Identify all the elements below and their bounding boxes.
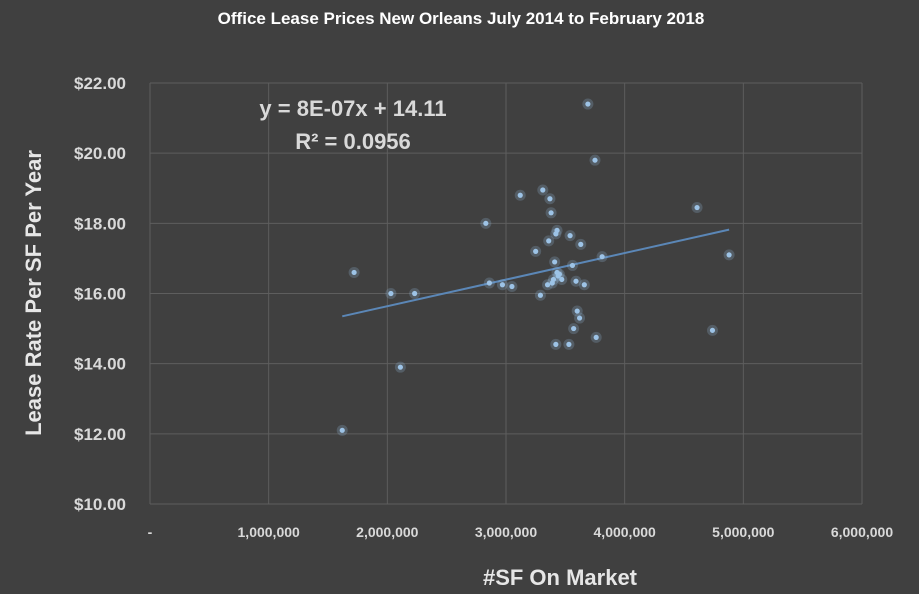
data-point (480, 217, 492, 229)
data-point (564, 230, 576, 242)
data-point (514, 189, 526, 201)
data-point (575, 238, 587, 250)
x-axis-ticks: - 1,000,000 2,000,000 3,000,000 4,000,000 5,0… (148, 524, 894, 540)
data-point (549, 256, 561, 268)
y-tick-label: $12.00 (74, 425, 126, 444)
y-axis-ticks: $10.00 $12.00 $14.00 $16.00 $18.00 $20.00 $22.… (74, 74, 126, 514)
data-point (571, 305, 583, 317)
data-point (537, 184, 549, 196)
y-tick-label: $22.00 (74, 74, 126, 93)
data-point (566, 259, 578, 271)
data-point (582, 98, 594, 110)
data-point (409, 288, 421, 299)
data-point (550, 338, 562, 350)
data-point (545, 207, 557, 219)
data-point (568, 323, 580, 335)
trendline (342, 228, 730, 318)
trendline-equation: y = 8E-07x + 14.11 (259, 96, 446, 121)
data-point (596, 251, 608, 263)
y-tick-label: $20.00 (74, 144, 126, 163)
data-point (496, 279, 508, 291)
data-point (723, 249, 735, 261)
x-tick-label: 4,000,000 (594, 524, 656, 540)
data-point (551, 224, 563, 236)
x-tick-label: 1,000,000 (238, 524, 300, 540)
data-point (574, 312, 586, 324)
data-point (530, 245, 542, 257)
y-axis-label: Lease Rate Per SF Per Year (21, 150, 46, 436)
data-point (543, 235, 555, 247)
x-tick-label: 3,000,000 (475, 524, 537, 540)
chart-title: Office Lease Prices New Orleans July 201… (218, 9, 705, 28)
gridlines (149, 82, 863, 505)
data-point (336, 424, 348, 436)
data-point (563, 338, 575, 350)
data-point (534, 289, 546, 301)
data-point (483, 277, 495, 289)
y-tick-label: $14.00 (74, 355, 126, 374)
x-axis-label: #SF On Market (483, 565, 638, 590)
data-point (506, 280, 518, 292)
x-tick-label: 2,000,000 (356, 524, 418, 540)
y-tick-label: $10.00 (74, 495, 126, 514)
x-tick-label: 6,000,000 (831, 524, 893, 540)
data-point (348, 266, 360, 278)
data-point (590, 331, 602, 343)
x-tick-label: - (148, 524, 153, 540)
x-tick-label: 5,000,000 (712, 524, 774, 540)
r-squared-label: R² = 0.0956 (295, 129, 411, 154)
data-point (394, 361, 406, 373)
y-tick-label: $16.00 (74, 285, 126, 304)
data-points (336, 98, 735, 436)
data-point (706, 324, 718, 336)
data-point (556, 273, 568, 285)
data-point (589, 154, 601, 166)
data-point (578, 279, 590, 291)
data-point (385, 288, 397, 299)
y-tick-label: $18.00 (74, 214, 126, 233)
data-point (544, 193, 556, 205)
data-point (691, 202, 703, 214)
data-point (570, 275, 582, 287)
